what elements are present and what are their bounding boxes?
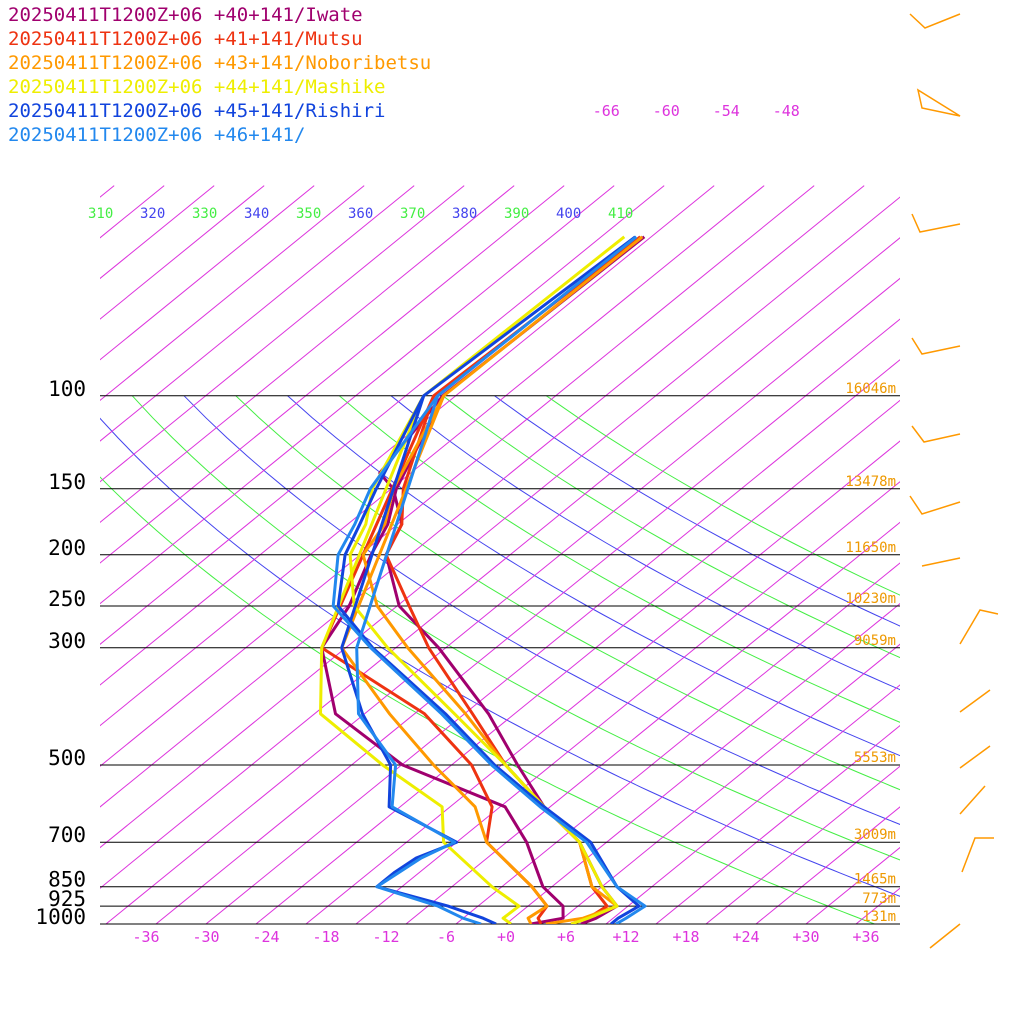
height-label: 131m xyxy=(862,909,896,925)
pressure-label: 200 xyxy=(48,536,86,560)
wind-barb xyxy=(959,689,991,713)
wind-barb xyxy=(961,837,994,873)
temperature-profile-4 xyxy=(336,235,641,924)
upper-temperature-label: -48 xyxy=(773,102,800,120)
temperature-tick-label: -36 xyxy=(132,928,159,946)
pressure-label: 500 xyxy=(48,746,86,770)
height-label: 10230m xyxy=(845,591,896,607)
isotherm-line xyxy=(100,185,365,402)
legend-item-46n: 20250411T1200Z+06 +46+141/ xyxy=(8,124,306,146)
height-label: 1465m xyxy=(854,872,896,888)
isotherm-line xyxy=(100,185,515,524)
legend-item-noboribetsu: 20250411T1200Z+06 +43+141/Noboribetsu xyxy=(8,52,432,74)
wind-barb xyxy=(959,785,986,815)
legend-item-mutsu: 20250411T1200Z+06 +41+141/Mutsu xyxy=(8,28,363,50)
theta-label: 390 xyxy=(504,206,529,222)
height-label: 11650m xyxy=(845,540,896,556)
theta-label: 310 xyxy=(88,206,113,222)
temperature-tick-label: +6 xyxy=(557,928,575,946)
upper-temperature-label: -54 xyxy=(713,102,740,120)
temperature-tick-label: +30 xyxy=(792,928,819,946)
temperature-tick-label: +36 xyxy=(852,928,879,946)
theta-label: 380 xyxy=(452,206,477,222)
height-label: 5553m xyxy=(854,750,896,766)
theta-label: 350 xyxy=(296,206,321,222)
isotherm-line xyxy=(605,684,900,924)
isotherm-line xyxy=(555,643,900,924)
pressure-label: 250 xyxy=(48,587,86,611)
isotherm-line xyxy=(505,603,900,924)
sounding-series xyxy=(319,235,647,924)
height-label: 13478m xyxy=(845,474,896,490)
wind-barb xyxy=(909,495,961,515)
legend-item-iwate: 20250411T1200Z+06 +40+141/Iwate xyxy=(8,4,363,26)
temperature-tick-label: -12 xyxy=(372,928,399,946)
theta-label: 330 xyxy=(192,206,217,222)
pressure-label: 850 xyxy=(48,868,86,892)
pressure-label: 925 xyxy=(48,887,86,911)
wind-barb xyxy=(916,88,961,117)
theta-label: 410 xyxy=(608,206,633,222)
wind-barb xyxy=(929,923,961,949)
temperature-tick-label: +12 xyxy=(612,928,639,946)
wind-barb xyxy=(921,557,961,567)
isotherm-line xyxy=(100,185,265,320)
upper-temperature-label: -66 xyxy=(593,102,620,120)
wind-barb xyxy=(911,425,961,443)
temperature-tick-label: +0 xyxy=(497,928,515,946)
legend-item-mashike: 20250411T1200Z+06 +44+141/Mashike xyxy=(8,76,386,98)
temperature-tick-label: -24 xyxy=(252,928,279,946)
legend: 20250411T1200Z+06 +40+141/Iwate 20250411… xyxy=(8,4,431,148)
isotherm-line xyxy=(906,186,1024,924)
isotherm-line xyxy=(100,185,415,442)
theta-label: 360 xyxy=(348,206,373,222)
height-label: 16046m xyxy=(845,381,896,397)
wind-barb xyxy=(959,745,991,769)
temperature-profile-2 xyxy=(361,235,644,924)
theta-label: 400 xyxy=(556,206,581,222)
isotherm-line xyxy=(100,185,465,483)
theta-label: 320 xyxy=(140,206,165,222)
pressure-label: 300 xyxy=(48,629,86,653)
temperature-profile-5 xyxy=(331,235,647,924)
height-label: 3009m xyxy=(854,827,896,843)
isotherm-line xyxy=(705,765,900,924)
isotherm-line xyxy=(100,185,315,361)
dewpoint-profile-5 xyxy=(355,395,482,924)
wind-barb xyxy=(959,609,999,645)
dewpoint-profile-1 xyxy=(320,395,549,924)
pressure-label: 1000 xyxy=(35,905,86,929)
dry-adiabat-curve xyxy=(494,395,900,627)
height-label: 773m xyxy=(862,891,896,907)
temperature-tick-label: -6 xyxy=(437,928,455,946)
isotherm-line xyxy=(455,562,900,924)
temperature-tick-label: -30 xyxy=(192,928,219,946)
pressure-label: 100 xyxy=(48,377,86,401)
dewpoint-profile-2 xyxy=(340,395,549,924)
pressure-label: 700 xyxy=(48,823,86,847)
dewpoint-profile-3 xyxy=(319,395,521,924)
dewpoint-profile-0 xyxy=(320,395,565,924)
wind-barb xyxy=(911,337,961,355)
temperature-tick-label: +18 xyxy=(672,928,699,946)
temperature-tick-label: -18 xyxy=(312,928,339,946)
theta-label: 340 xyxy=(244,206,269,222)
theta-label: 370 xyxy=(400,206,425,222)
height-label: 9059m xyxy=(854,633,896,649)
wind-barbs xyxy=(909,13,999,949)
pressure-lines xyxy=(100,395,900,925)
temperature-tick-label: +24 xyxy=(732,928,759,946)
legend-item-rishiri: 20250411T1200Z+06 +45+141/Rishiri xyxy=(8,100,386,122)
isotherm-line xyxy=(655,724,900,924)
wind-barb xyxy=(909,13,961,29)
pressure-label: 150 xyxy=(48,470,86,494)
upper-temperature-label: -60 xyxy=(653,102,680,120)
wind-barb xyxy=(911,213,961,233)
